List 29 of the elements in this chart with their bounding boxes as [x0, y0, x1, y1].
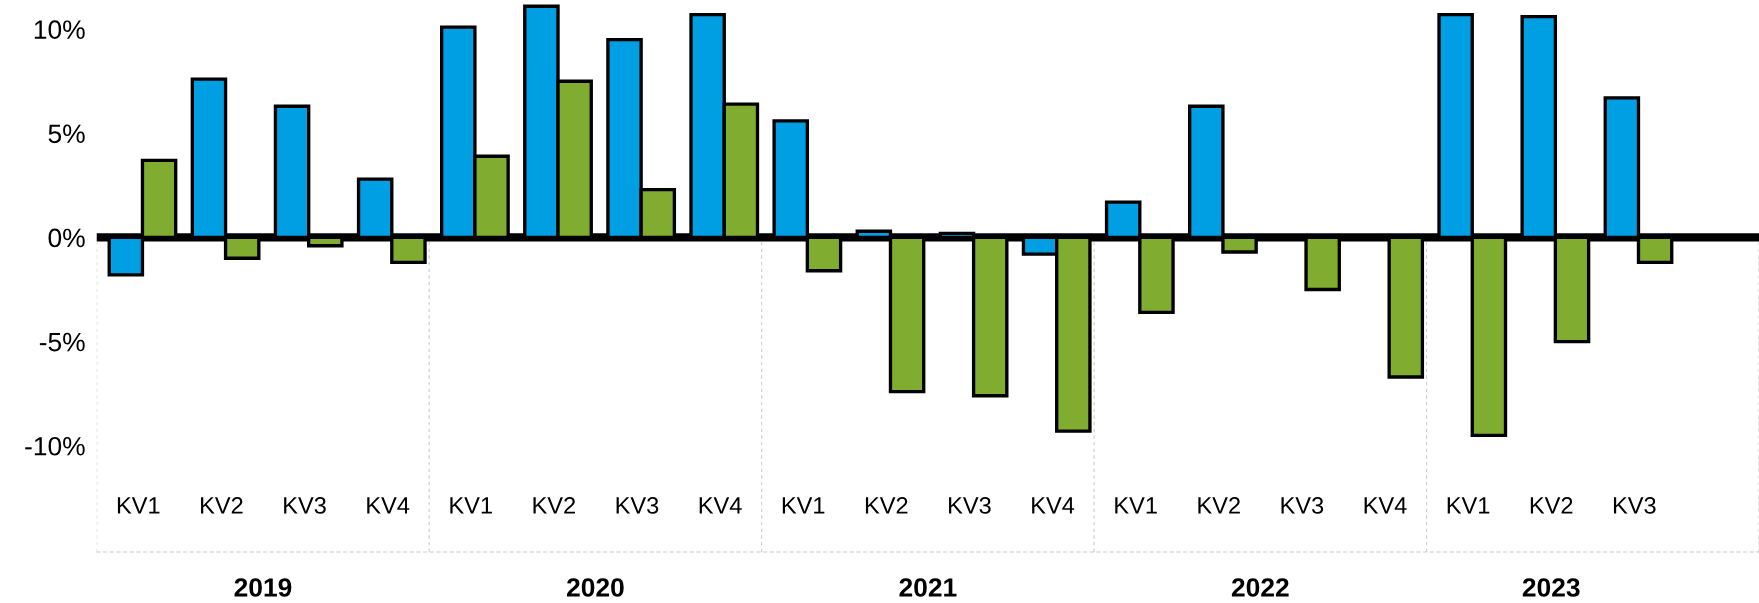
y-tick-label: 10% [34, 20, 85, 39]
x-tick-label: KV2 [865, 497, 908, 514]
x-tick-label: KV2 [1530, 497, 1573, 514]
x-tick-label: KV1 [1447, 497, 1490, 514]
y-tick-label: -5% [39, 332, 85, 352]
x-tick-label: KV4 [1364, 497, 1407, 514]
x-tick-label: KV3 [284, 497, 326, 514]
x-tick-label: KV1 [117, 497, 160, 514]
x-tick-label: KV1 [782, 497, 825, 514]
y-tick-label: 0% [48, 228, 85, 248]
x-tick-label: KV2 [1198, 497, 1240, 514]
text: 2020 [566, 578, 624, 597]
x-tick-label: KV4 [699, 497, 742, 514]
x-tick-label: KV2 [533, 497, 575, 514]
x-tick-label: KV4 [367, 497, 410, 514]
x-tick-label: KV3 [616, 497, 659, 514]
x-tick-label: KV2 [201, 497, 243, 514]
x-tick-label: KV1 [1115, 497, 1157, 514]
x-tick-label: KV3 [1281, 497, 1324, 514]
y-tick-label: -10% [25, 436, 85, 456]
y-tick-label: 5% [48, 124, 85, 144]
text: 2022 [1231, 578, 1289, 597]
text: 2021 [899, 578, 957, 597]
x-tick-label: KV3 [1613, 497, 1656, 514]
text: 2019 [234, 578, 292, 597]
text: 2023 [1522, 578, 1580, 597]
x-tick-label: KV3 [949, 497, 991, 514]
x-tick-label: KV1 [450, 497, 492, 514]
x-tick-label: KV4 [1032, 497, 1075, 514]
